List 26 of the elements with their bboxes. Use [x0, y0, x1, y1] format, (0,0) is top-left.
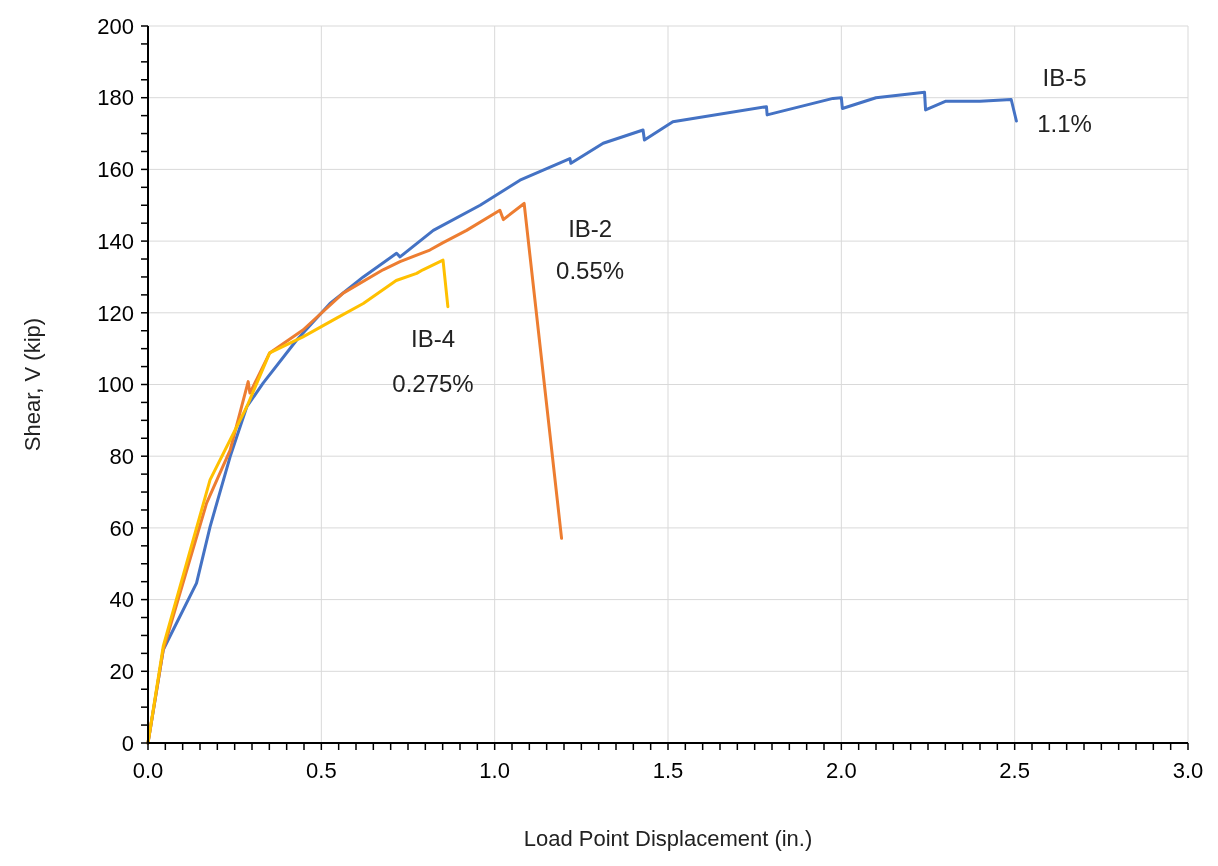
y-tick-label: 160 — [97, 157, 134, 183]
y-tick-label: 0 — [121, 730, 134, 756]
y-tick-label: 60 — [109, 515, 134, 541]
x-tick-label: 2.5 — [999, 758, 1030, 783]
y-tick-label: 40 — [109, 587, 134, 613]
y-tick-label: 200 — [97, 13, 134, 39]
y-tick-label: 140 — [97, 228, 134, 254]
x-tick-label: 0.5 — [306, 758, 337, 783]
annotation: 0.55% — [556, 256, 625, 284]
y-tick-label: 80 — [109, 443, 134, 469]
y-tick-label: 180 — [97, 85, 134, 111]
series-label: IB-4 — [411, 324, 456, 352]
annotation: 0.275% — [392, 369, 474, 397]
y-axis-title: Shear, V (kip) — [20, 317, 45, 452]
x-tick-label: 0.0 — [132, 758, 164, 783]
x-tick-label: 3.0 — [1172, 758, 1204, 783]
series-label: IB-2 — [568, 214, 613, 242]
y-tick-label: 100 — [97, 372, 134, 398]
x-tick-label: 1.5 — [652, 758, 684, 783]
series-label: IB-5 — [1042, 63, 1087, 91]
y-tick-label: 120 — [97, 300, 134, 326]
x-axis-title: Load Point Displacement (in.) — [523, 826, 813, 851]
x-tick-label: 1.0 — [479, 758, 510, 783]
annotation: 1.1% — [1037, 109, 1092, 137]
y-tick-label: 20 — [109, 659, 134, 684]
x-tick-label: 2.0 — [826, 758, 857, 783]
